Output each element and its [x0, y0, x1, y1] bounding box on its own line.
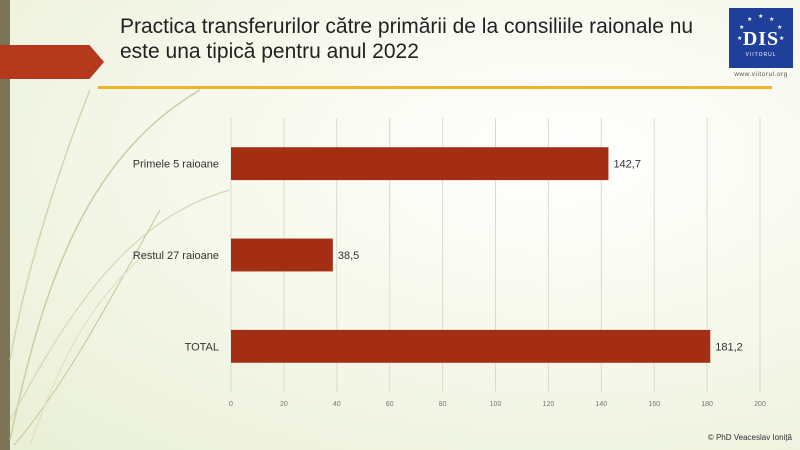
logo-text: DIS — [742, 28, 780, 50]
svg-text:★: ★ — [769, 16, 774, 23]
x-tick-label: 40 — [333, 401, 341, 408]
data-label: 38,5 — [338, 250, 359, 262]
title-arrow-tab — [0, 45, 104, 79]
x-tick-label: 100 — [490, 401, 502, 408]
x-tick-label: 180 — [701, 401, 713, 408]
logo-mark: ★ ★ ★ ★ ★ ★ ★ DIS VIITORUL — [729, 8, 793, 68]
x-tick-label: 0 — [229, 401, 233, 408]
bar — [231, 329, 711, 363]
bar — [231, 147, 609, 181]
data-label: 181,2 — [715, 341, 743, 353]
x-tick-label: 60 — [386, 401, 394, 408]
logo-subtext: VIITORUL — [745, 52, 777, 58]
category-label: Restul 27 raioane — [133, 250, 219, 262]
bar — [231, 238, 333, 272]
x-tick-label: 160 — [648, 401, 660, 408]
category-label: TOTAL — [185, 341, 219, 353]
data-label: 142,7 — [613, 159, 641, 171]
left-decorative-band — [0, 0, 10, 450]
x-tick-label: 140 — [595, 401, 607, 408]
x-tick-label: 200 — [754, 401, 766, 408]
decorative-swirl-lines — [9, 89, 231, 446]
title-underline — [98, 86, 772, 89]
svg-text:★: ★ — [779, 35, 784, 42]
svg-text:★: ★ — [758, 13, 763, 20]
svg-text:★: ★ — [777, 24, 782, 31]
category-label: Primele 5 raioane — [133, 159, 219, 171]
x-tick-label: 20 — [280, 401, 288, 408]
slide-title: Practica transferurilor către primării d… — [120, 15, 694, 63]
dis-viitorul-logo: ★ ★ ★ ★ ★ ★ ★ DIS VIITORUL www.viitorul.org — [729, 8, 793, 80]
svg-text:★: ★ — [737, 35, 742, 42]
logo-url: www.viitorul.org — [734, 71, 788, 78]
copyright-notice: © PhD Veaceslav Ioniță — [707, 433, 792, 442]
logo-stars-icon: ★ ★★ ★★★ ★ — [737, 13, 784, 42]
x-tick-label: 80 — [439, 401, 447, 408]
x-tick-label: 120 — [543, 401, 555, 408]
svg-text:★: ★ — [747, 16, 752, 23]
svg-text:★: ★ — [739, 24, 744, 31]
